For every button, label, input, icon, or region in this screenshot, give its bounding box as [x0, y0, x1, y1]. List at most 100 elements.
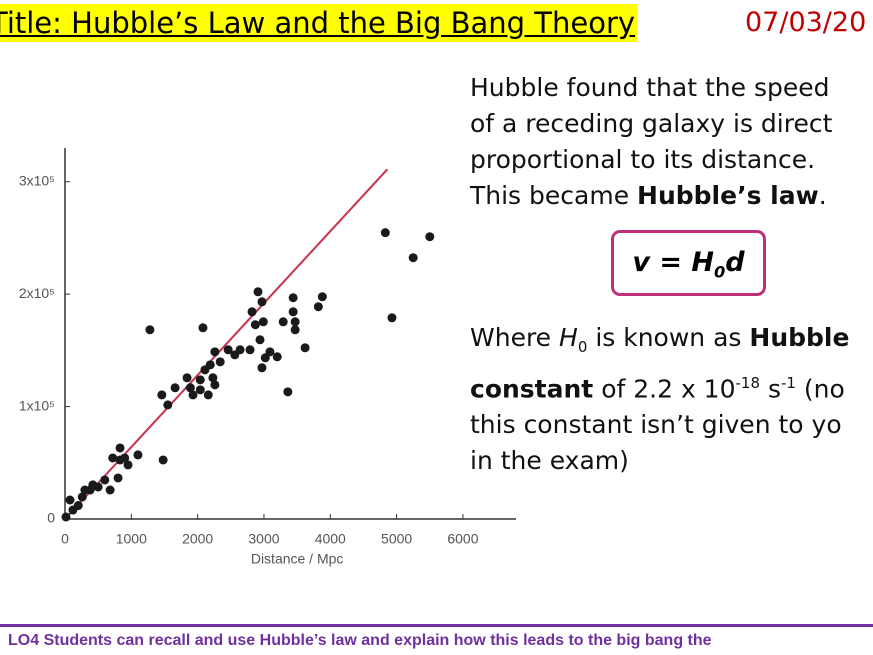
data-point [408, 253, 418, 263]
data-point [387, 313, 397, 323]
data-point [73, 501, 83, 511]
data-point [253, 287, 263, 297]
data-point [208, 373, 218, 383]
x-axis-label: Distance / Mpc [251, 551, 344, 567]
data-point [105, 485, 115, 495]
date: 07/03/20 [745, 7, 867, 38]
data-point [313, 302, 323, 312]
formula-symbol: H [691, 247, 715, 278]
data-point [288, 307, 298, 317]
definition-text: Where H0 is known as Hubble constant of … [470, 320, 849, 479]
data-point [245, 345, 255, 355]
superscript: -18 [735, 374, 761, 392]
formula-symbol: d [725, 247, 745, 278]
formula-symbol: v [632, 247, 650, 278]
text: in the exam) [470, 446, 629, 476]
data-point [65, 495, 75, 505]
x-tick-label: 2000 [182, 531, 213, 547]
data-point [188, 390, 198, 400]
data-point [380, 228, 390, 238]
data-point [203, 390, 213, 400]
x-tick-label: 3000 [248, 531, 279, 547]
data-point [205, 360, 215, 370]
subscript: 0 [714, 262, 726, 282]
x-tick-label: 6000 [447, 531, 478, 547]
formula-symbol: = [659, 247, 683, 278]
text: s [760, 374, 781, 404]
data-point [288, 293, 298, 303]
text: this constant isn’t given to yo [470, 410, 842, 440]
data-point [290, 325, 300, 335]
data-point [182, 373, 192, 383]
text: . [818, 181, 827, 210]
data-point [255, 335, 265, 345]
data-point [61, 512, 71, 522]
data-point [250, 320, 260, 330]
data-point [257, 363, 267, 373]
data-point [145, 325, 155, 335]
data-point [317, 292, 327, 302]
data-point [247, 307, 257, 317]
x-tick-label: 1000 [116, 531, 147, 547]
bold-text: Hubble [749, 323, 850, 352]
footer-rule [0, 624, 873, 627]
data-point [300, 343, 310, 353]
text: This became [470, 181, 638, 210]
data-point [100, 475, 110, 485]
data-point [223, 345, 233, 355]
x-tick-label: 0 [61, 531, 69, 547]
footer-text: LO4 Students can recall and use Hubble’s… [8, 632, 712, 649]
intro-text: Hubble found that the speed of a recedin… [470, 70, 832, 214]
data-point [195, 375, 205, 385]
data-point [272, 352, 282, 362]
data-point [278, 317, 288, 327]
text: of a receding galaxy is direct [470, 109, 833, 138]
text: of 2.2 x 10 [593, 374, 736, 404]
y-tick-label: 0 [47, 510, 55, 526]
y-tick-label: 3x10⁵ [19, 172, 55, 188]
data-point [77, 492, 87, 502]
data-point [215, 357, 225, 367]
data-point [210, 347, 220, 357]
data-point [425, 232, 435, 242]
data-point [108, 453, 118, 463]
data-point [123, 460, 133, 470]
data-point [258, 317, 268, 327]
y-tick-label: 1x10⁵ [19, 397, 55, 413]
data-point [113, 473, 123, 483]
data-point [163, 400, 173, 410]
bold-text: constant [470, 374, 594, 404]
data-point [257, 297, 267, 307]
data-point [283, 387, 293, 397]
slide-title: Title: Hubble’s Law and the Big Bang The… [0, 4, 638, 42]
symbol: H [559, 323, 578, 352]
bold-text: Hubble’s law [637, 181, 819, 210]
text: Hubble found that the speed [470, 73, 830, 102]
data-point [120, 453, 130, 463]
data-point [210, 380, 220, 390]
data-point [290, 317, 300, 327]
text: Where [470, 323, 560, 352]
data-point [115, 443, 125, 453]
data-point [133, 450, 143, 460]
text: is known as [587, 323, 750, 352]
text: (no [795, 374, 845, 404]
x-tick-label: 4000 [315, 531, 346, 547]
data-point [235, 345, 245, 355]
x-tick-label: 5000 [381, 531, 412, 547]
y-tick-label: 2x10⁵ [19, 285, 55, 301]
trend-line [64, 168, 389, 520]
data-point [198, 323, 208, 333]
formula-box: v = H0d [611, 230, 766, 296]
data-point [93, 482, 103, 492]
data-point [195, 385, 205, 395]
data-point [185, 383, 195, 393]
data-point [157, 390, 167, 400]
subscript: 0 [577, 338, 588, 356]
data-point [170, 383, 180, 393]
data-point [265, 347, 275, 357]
data-point [158, 455, 168, 465]
superscript: -1 [780, 374, 796, 392]
